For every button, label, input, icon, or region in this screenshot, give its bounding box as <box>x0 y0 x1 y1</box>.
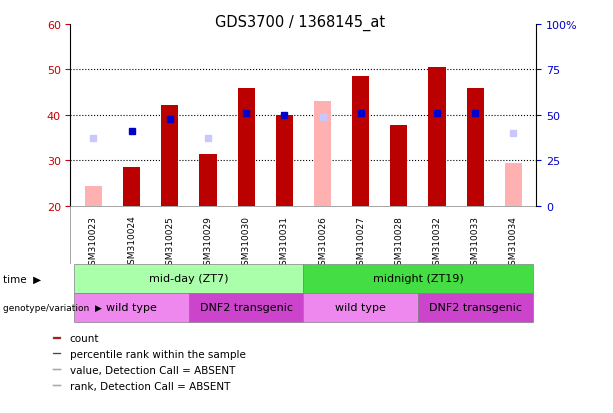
Text: GSM310027: GSM310027 <box>356 215 365 270</box>
Text: mid-day (ZT7): mid-day (ZT7) <box>149 274 229 284</box>
Text: genotype/variation  ▶: genotype/variation ▶ <box>3 303 102 312</box>
Text: DNF2 transgenic: DNF2 transgenic <box>200 303 292 313</box>
Text: GSM310026: GSM310026 <box>318 215 327 270</box>
Text: wild type: wild type <box>335 303 386 313</box>
Text: GSM310023: GSM310023 <box>89 215 98 270</box>
Text: GSM310034: GSM310034 <box>509 215 518 270</box>
Text: GSM310032: GSM310032 <box>433 215 441 270</box>
Bar <box>199 154 216 206</box>
Text: midnight (ZT19): midnight (ZT19) <box>373 274 463 284</box>
Bar <box>123 168 140 206</box>
Bar <box>352 77 369 206</box>
Text: GSM310033: GSM310033 <box>471 215 480 270</box>
Bar <box>505 164 522 206</box>
Bar <box>53 354 61 355</box>
Bar <box>466 88 484 206</box>
Text: wild type: wild type <box>106 303 157 313</box>
Text: GSM310028: GSM310028 <box>394 215 403 270</box>
Text: rank, Detection Call = ABSENT: rank, Detection Call = ABSENT <box>70 381 230 391</box>
Text: count: count <box>70 333 99 343</box>
Bar <box>53 337 61 339</box>
Bar <box>303 264 533 293</box>
Text: GSM310031: GSM310031 <box>280 215 289 270</box>
Bar <box>53 369 61 370</box>
Text: GSM310029: GSM310029 <box>204 215 213 270</box>
Bar <box>74 264 303 293</box>
Bar <box>303 293 418 322</box>
Text: percentile rank within the sample: percentile rank within the sample <box>70 349 246 359</box>
Text: value, Detection Call = ABSENT: value, Detection Call = ABSENT <box>70 365 235 375</box>
Bar <box>418 293 533 322</box>
Text: GSM310024: GSM310024 <box>127 215 136 270</box>
Bar <box>53 385 61 386</box>
Bar <box>189 293 303 322</box>
Bar <box>74 293 189 322</box>
Text: time  ▶: time ▶ <box>3 274 41 284</box>
Text: GSM310030: GSM310030 <box>242 215 251 270</box>
Text: DNF2 transgenic: DNF2 transgenic <box>428 303 522 313</box>
Bar <box>276 116 293 206</box>
Bar <box>314 102 331 206</box>
Bar <box>390 126 408 206</box>
Text: GDS3700 / 1368145_at: GDS3700 / 1368145_at <box>215 14 386 31</box>
Bar <box>85 186 102 206</box>
Bar <box>161 106 178 206</box>
Bar <box>428 68 446 206</box>
Text: GSM310025: GSM310025 <box>166 215 174 270</box>
Bar <box>238 88 255 206</box>
